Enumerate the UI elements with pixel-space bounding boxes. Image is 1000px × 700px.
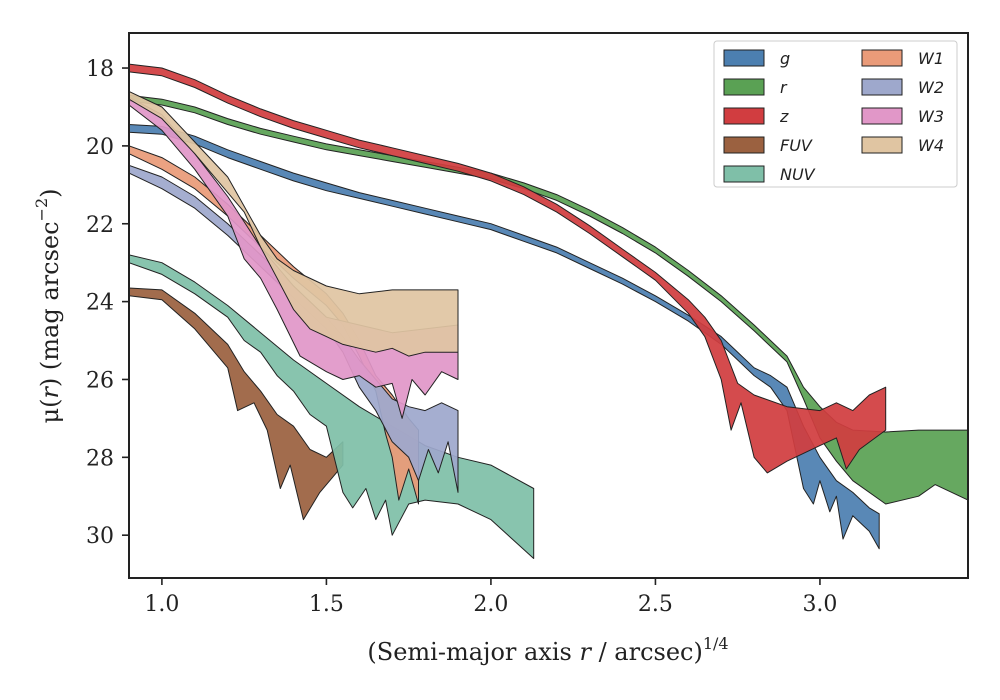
legend-item-nuv: NUV <box>723 165 816 184</box>
legend-label: g <box>780 49 790 68</box>
x-axis-label-exp: 1/4 <box>703 634 729 653</box>
legend-swatch <box>861 49 903 67</box>
x-tick-label: 1.0 <box>144 592 179 617</box>
legend-item-w4: W4 <box>861 136 944 155</box>
legend-item-z: z <box>723 107 789 126</box>
legend-label: W1 <box>918 49 944 68</box>
legend-swatch <box>723 78 765 96</box>
y-tick-label: 20 <box>86 135 114 160</box>
legend-item-g: g <box>723 49 790 68</box>
x-tick-label: 1.5 <box>309 592 344 617</box>
legend-item-w2: W2 <box>861 78 944 97</box>
x-axis-label-tail: / arcsec) <box>591 638 703 666</box>
y-axis-label-main: μ( <box>36 399 64 424</box>
legend-swatch <box>861 78 903 96</box>
legend-swatch <box>723 49 765 67</box>
y-tick-label: 26 <box>86 368 114 393</box>
legend-swatch <box>861 136 903 154</box>
legend-item-w1: W1 <box>861 49 944 68</box>
series-band-z <box>129 63 887 474</box>
legend-label: NUV <box>780 165 816 184</box>
x-tick-label: 2.0 <box>473 592 508 617</box>
series-band-fuv <box>129 287 344 521</box>
x-axis-label-main: (Semi-major axis <box>367 638 579 666</box>
y-tick-label: 18 <box>86 57 114 82</box>
y-tick-label: 28 <box>86 446 114 471</box>
legend-item-w3: W3 <box>861 107 944 126</box>
legend-item-r: r <box>723 78 788 97</box>
legend-swatch <box>861 107 903 125</box>
x-tick-label: 2.5 <box>638 592 673 617</box>
plot-frame <box>128 32 969 579</box>
legend-swatch <box>723 107 765 125</box>
legend-label: FUV <box>780 136 813 155</box>
series-band-nuv <box>129 254 535 559</box>
x-tick-label: 3.0 <box>802 592 837 617</box>
legend-label: W3 <box>918 107 944 126</box>
legend: grz FUV NUV W1 W2 W3 W4 <box>713 40 958 188</box>
legend-label: r <box>780 78 788 97</box>
legend-label: W4 <box>918 136 944 155</box>
legend-label: z <box>779 107 789 126</box>
legend-swatch <box>723 165 765 183</box>
series-band-g <box>129 124 880 550</box>
y-tick-label: 22 <box>86 213 114 238</box>
series-layer <box>129 63 968 559</box>
y-axis-label-var: r <box>36 386 64 399</box>
legend-swatch <box>723 136 765 154</box>
x-axis-label: (Semi-major axis r / arcsec)1/4 <box>367 634 728 666</box>
legend-item-fuv: FUV <box>723 136 813 155</box>
y-tick-label: 30 <box>86 524 114 549</box>
series-band-w4 <box>129 90 459 357</box>
y-axis-label-tail: ) (mag arcsec <box>36 221 64 387</box>
y-tick-label: 24 <box>86 291 114 316</box>
y-axis-label-exp: −2 <box>32 198 51 222</box>
x-axis-label-var: r <box>579 638 592 666</box>
legend-label: W2 <box>918 78 944 97</box>
y-axis-label-close: ) <box>36 188 64 197</box>
axes-layer: 1.0 1.5 2.0 2.5 3.0 18 20 22 24 26 28 30 <box>86 32 969 617</box>
y-axis-label: μ(r) (mag arcsec−2) <box>32 188 64 423</box>
